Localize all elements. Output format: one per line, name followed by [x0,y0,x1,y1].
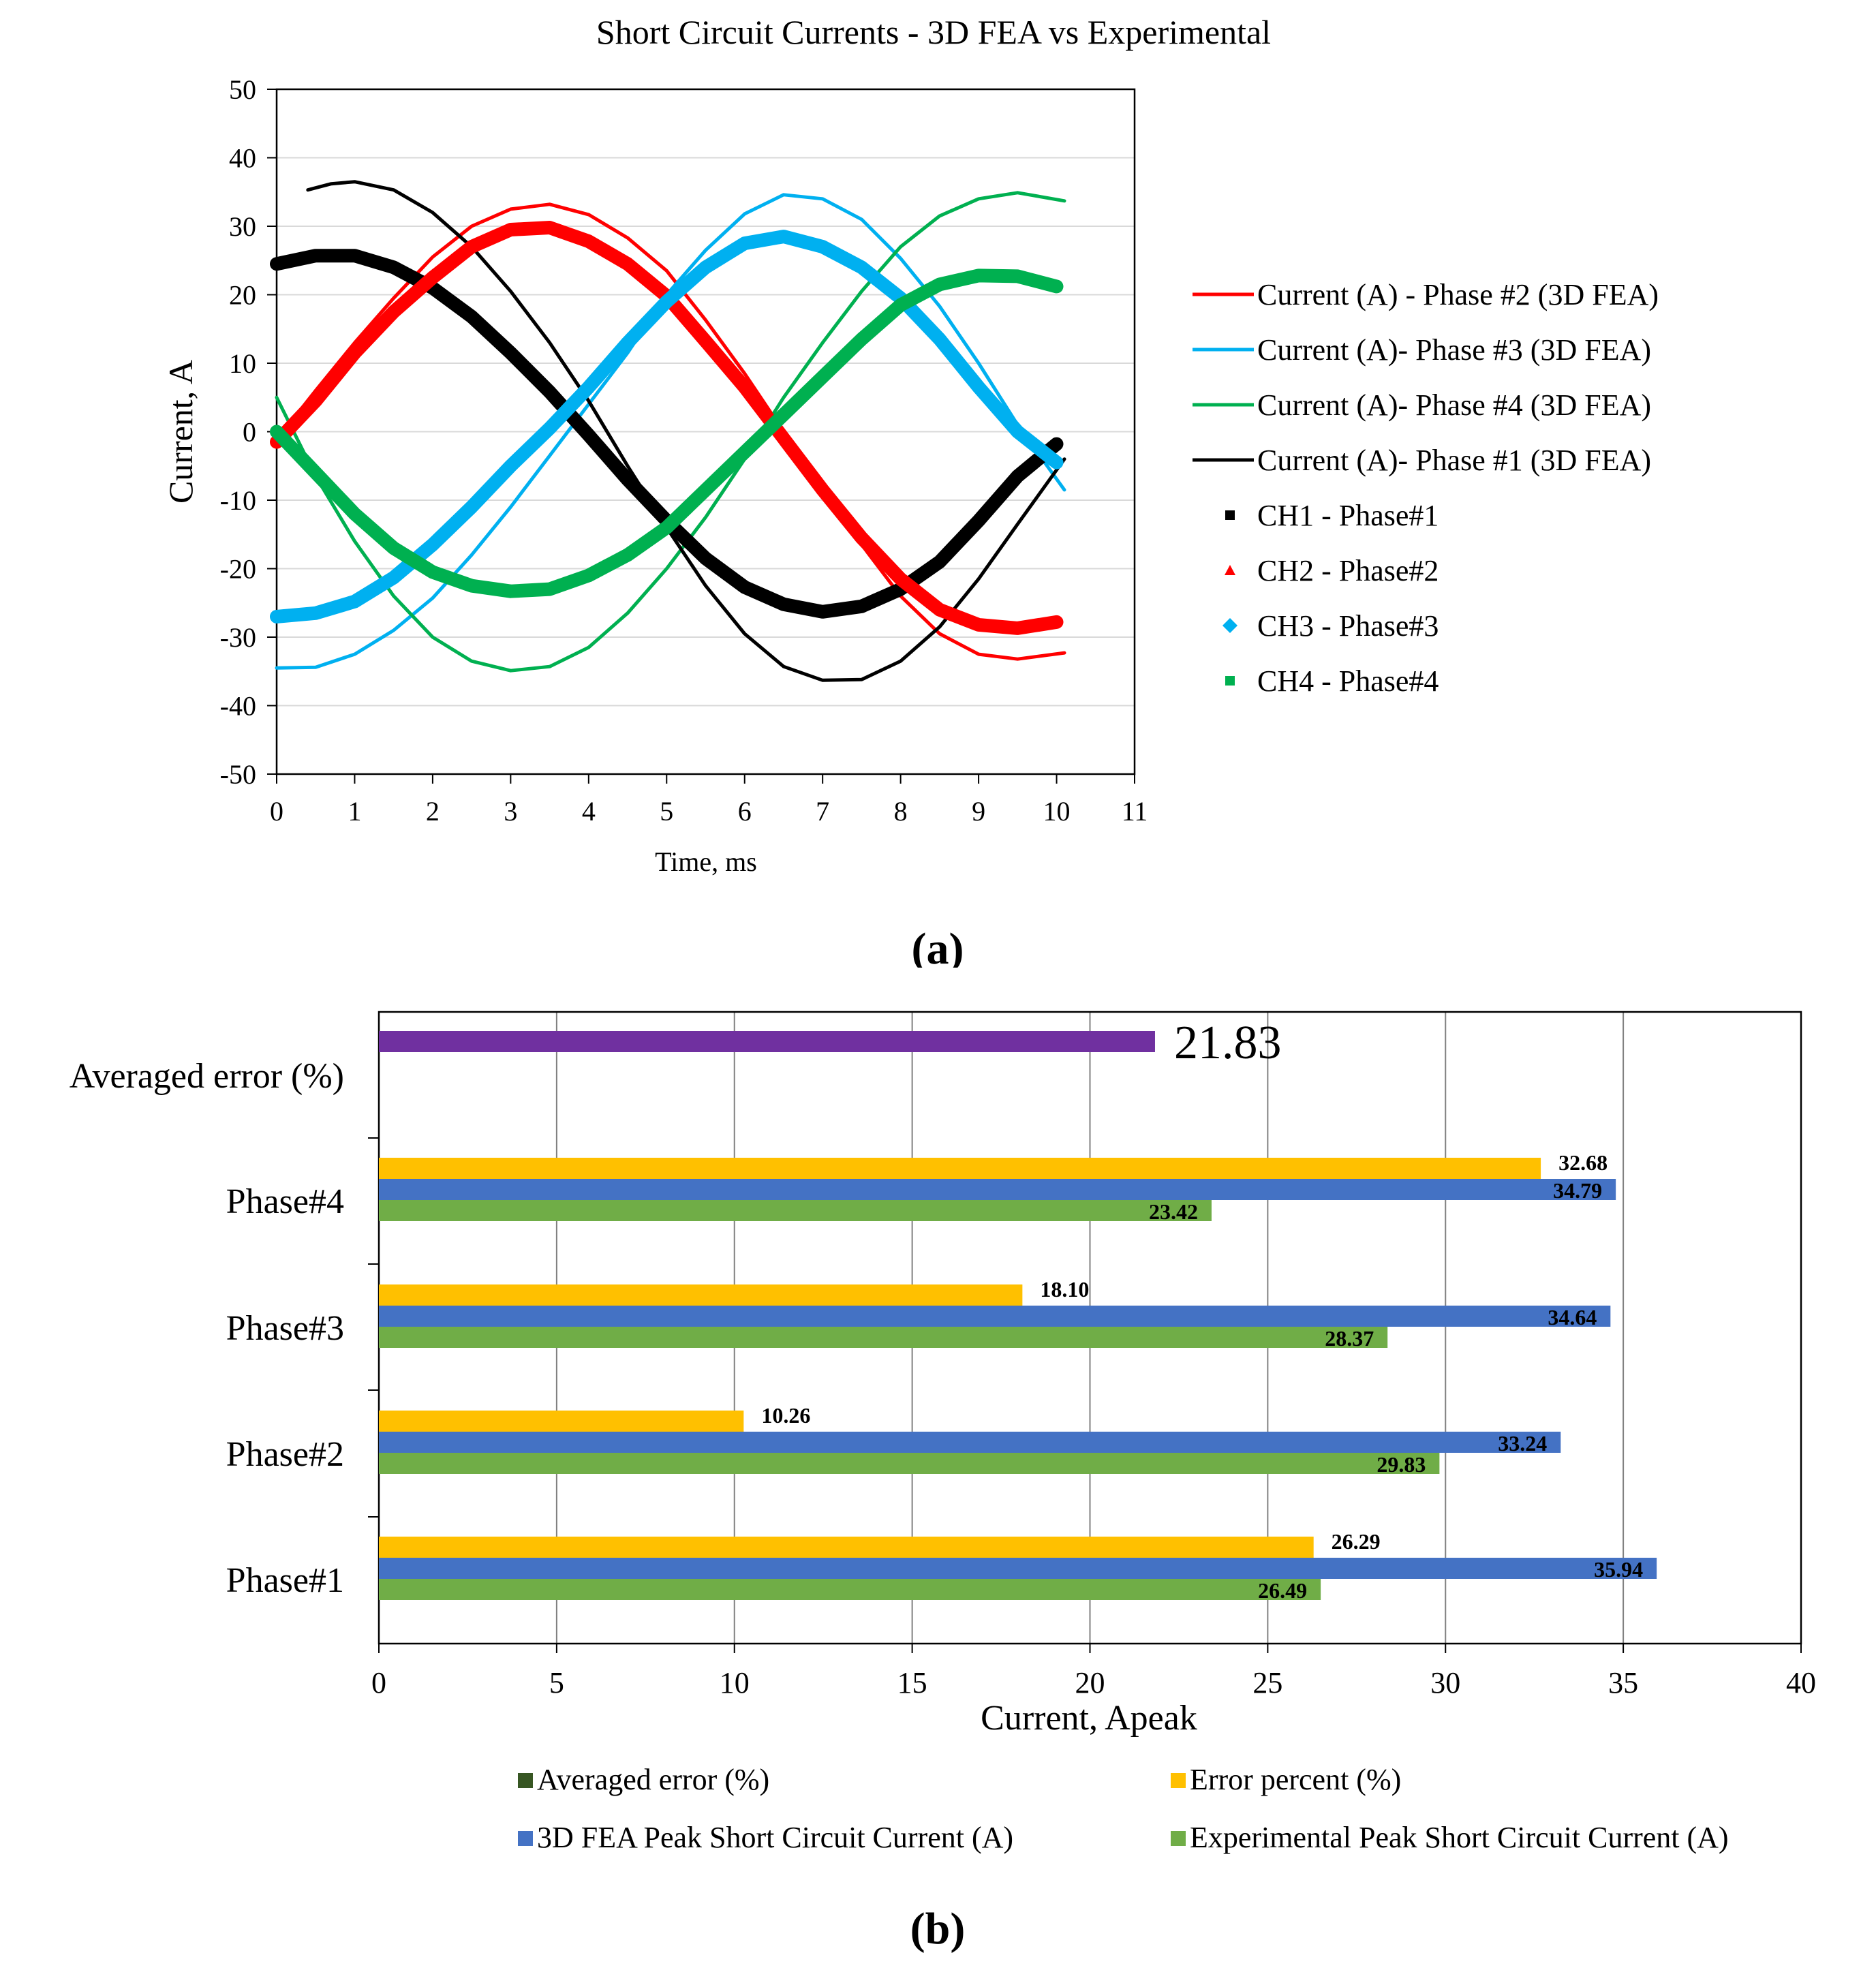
category-label: Phase#3 [226,1309,344,1348]
x-tick-label: 6 [738,796,752,827]
x-tick-label: 2 [426,796,440,827]
y-tick-label: 40 [229,143,256,174]
series-current-a-phase-2-3d-fea [275,202,1066,661]
legend-label: 3D FEA Peak Short Circuit Current (A) [537,1821,1013,1854]
legend-marker-swatch [1225,510,1235,520]
x-tick-label: 1 [348,796,361,827]
x-tick-label: 11 [1122,796,1148,827]
series-ch4-phase-4 [270,268,1064,598]
data-label: 26.29 [1332,1529,1381,1554]
legend-label: Current (A) - Phase #2 (3D FEA) [1257,278,1659,311]
x-tick-label: 5 [549,1666,564,1699]
panel-a-caption: (a) [912,924,964,968]
legend-label: Error percent (%) [1190,1763,1401,1796]
y-tick-label: 0 [243,417,256,448]
legend-swatch [1171,1831,1186,1846]
legend-marker-swatch [1223,618,1237,633]
bar-phase2-error [379,1411,744,1432]
legend-label: Averaged error (%) [537,1763,769,1796]
bar-averaged-error [379,1031,1155,1052]
category-label: Phase#1 [226,1561,344,1600]
y-tick-label: 20 [229,280,256,311]
y-tick-label: -50 [220,759,256,790]
legend-swatch [518,1831,533,1846]
x-tick-label: 20 [1075,1666,1105,1699]
legend-swatch [1171,1773,1186,1788]
legend-label: CH4 - Phase#4 [1257,664,1439,698]
bar-phase3-experimental [379,1327,1388,1348]
bar-phase2-experimental [379,1453,1440,1474]
bar-phase3-error [379,1284,1023,1306]
data-label: 35.94 [1594,1557,1643,1582]
category-label: Averaged error (%) [70,1057,344,1096]
data-label: 28.37 [1325,1326,1374,1351]
legend-swatch [518,1773,533,1788]
bar-phase1-fea [379,1558,1657,1579]
y-axis-label: Current, A [162,360,200,504]
data-label: 34.79 [1553,1178,1602,1203]
y-tick-label: 50 [229,74,256,105]
legend-label: CH1 - Phase#1 [1257,499,1439,532]
x-tick-label: 10 [1043,796,1071,827]
x-tick-label: 4 [582,796,596,827]
bar-phase3-fea [379,1306,1611,1327]
bar-phase4-fea [379,1179,1616,1200]
x-axis-label: Current, Apeak [981,1699,1197,1738]
x-tick-label: 40 [1786,1666,1816,1699]
legend-label: Experimental Peak Short Circuit Current … [1190,1821,1729,1854]
legend-label: Current (A)- Phase #4 (3D FEA) [1257,388,1651,422]
category-label: Phase#4 [226,1182,344,1221]
y-tick-label: -40 [220,691,256,722]
data-label: 33.24 [1498,1431,1547,1456]
x-tick-label: 35 [1608,1666,1638,1699]
x-tick-label: 5 [660,796,673,827]
bar-phase4-error [379,1158,1541,1179]
x-tick-label: 25 [1252,1666,1282,1699]
y-tick-label: 10 [229,348,256,379]
y-tick-label: -20 [220,554,256,585]
data-label: 26.49 [1258,1578,1307,1603]
x-tick-label: 30 [1430,1666,1460,1699]
data-label: 29.83 [1377,1452,1426,1477]
data-label: 18.10 [1040,1277,1089,1302]
bar-phase1-experimental [379,1579,1321,1600]
legend-marker-swatch [1225,676,1235,686]
x-tick-label: 3 [504,796,517,827]
x-tick-label: 8 [894,796,908,827]
bar-phase2-fea [379,1432,1561,1453]
x-tick-label: 15 [897,1666,927,1699]
bar-phase4-experimental [379,1200,1212,1221]
x-tick-label: 10 [720,1666,750,1699]
legend-label: Current (A)- Phase #1 (3D FEA) [1257,444,1651,477]
x-tick-label: 0 [270,796,283,827]
panel-b-caption: (b) [910,1904,966,1954]
x-tick-label: 7 [816,796,829,827]
y-tick-label: -30 [220,622,256,653]
data-label: 32.68 [1558,1150,1608,1175]
legend-label: Current (A)- Phase #3 (3D FEA) [1257,333,1651,367]
y-tick-label: 30 [229,211,256,242]
data-label: 34.64 [1548,1305,1597,1329]
legend-label: CH2 - Phase#2 [1257,554,1439,587]
legend-marker-swatch [1225,565,1235,575]
y-tick-label: -10 [220,485,256,516]
data-label: 23.42 [1149,1199,1198,1224]
data-label-averaged-error: 21.83 [1174,1017,1282,1069]
x-axis-label: Time, ms [655,846,757,877]
legend-label: CH3 - Phase#3 [1257,609,1439,643]
category-label: Phase#2 [226,1435,344,1474]
data-label: 10.26 [761,1403,810,1428]
series-ch3-phase-3 [270,230,1064,624]
line-chart: Short Circuit Currents - 3D FEA vs Exper… [162,13,1659,968]
series-current-a-phase-4-3d-fea [275,191,1066,673]
chart-title: Short Circuit Currents - 3D FEA vs Exper… [596,13,1271,51]
x-tick-label: 0 [371,1666,386,1699]
bar-phase1-error [379,1537,1314,1558]
x-tick-label: 9 [972,796,985,827]
